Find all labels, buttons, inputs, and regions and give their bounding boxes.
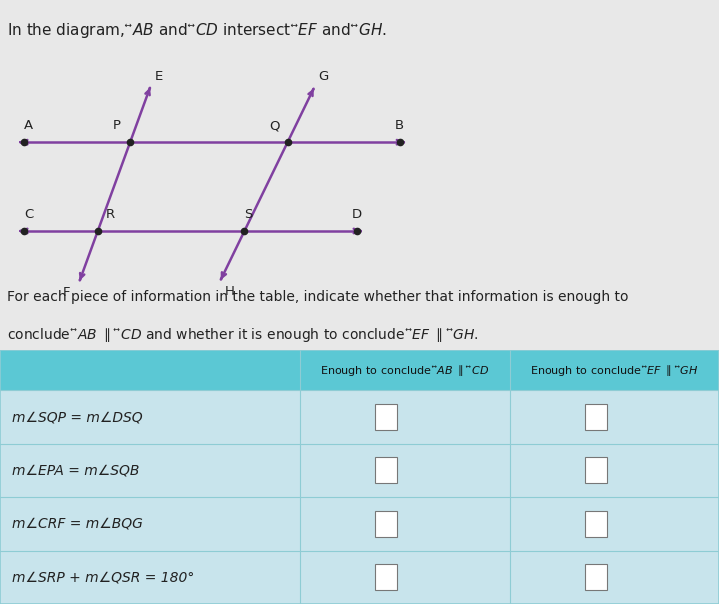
Bar [0,497,719,551]
Text: For each piece of information in the table, indicate whether that information is: For each piece of information in the tab… [7,290,628,304]
Bar [0,390,719,444]
Text: G: G [318,71,329,83]
Bar [585,404,607,430]
Text: F: F [63,286,70,298]
Text: B: B [395,119,404,132]
Text: Enough to conclude $\overleftrightarrow{\!AB}$ $\parallel$ $\overleftrightarrow{: Enough to conclude $\overleftrightarrow{… [321,363,490,378]
Text: m∠SRP + m∠QSR = 180°: m∠SRP + m∠QSR = 180° [12,570,194,584]
Text: H: H [225,285,235,298]
Text: m∠CRF = m∠BQG: m∠CRF = m∠BQG [12,517,143,531]
Text: conclude $\overleftrightarrow{\!AB}$ $\parallel$ $\overleftrightarrow{\!CD}$ and: conclude $\overleftrightarrow{\!AB}$ $\p… [7,326,479,344]
Text: P: P [113,119,122,132]
Bar [585,564,607,590]
Bar [375,511,397,537]
Bar [375,564,397,590]
Text: R: R [106,208,115,221]
Text: Enough to conclude $\overleftrightarrow{\!EF}$ $\parallel$ $\overleftrightarrow{: Enough to conclude $\overleftrightarrow{… [531,363,699,378]
Text: m∠EPA = m∠SQB: m∠EPA = m∠SQB [12,463,139,477]
Bar [375,457,397,483]
Text: C: C [24,208,33,221]
Text: In the diagram, $\overleftrightarrow{\!AB}$ and $\overleftrightarrow{\!CD}$ inte: In the diagram, $\overleftrightarrow{\!A… [7,21,387,40]
Bar [0,551,719,604]
Text: S: S [244,208,253,221]
Bar [0,350,719,390]
Text: D: D [352,208,362,221]
Bar [585,511,607,537]
Text: E: E [155,69,162,83]
Bar [0,444,719,497]
Text: Q: Q [270,119,280,132]
Bar [375,404,397,430]
Text: A: A [24,119,33,132]
Bar [585,457,607,483]
Text: m∠SQP = m∠DSQ: m∠SQP = m∠DSQ [12,410,142,424]
